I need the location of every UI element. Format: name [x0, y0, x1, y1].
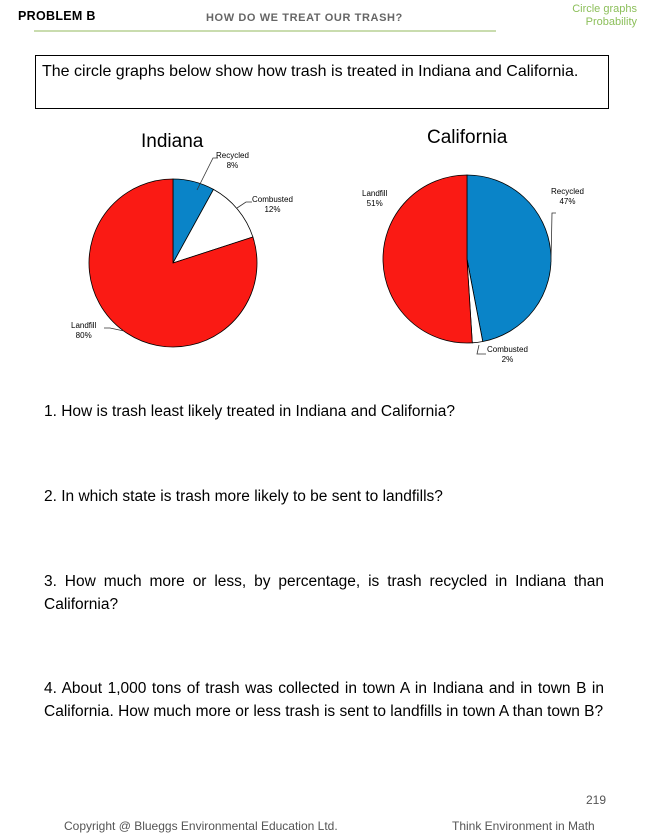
topic-probability: Probability [585, 16, 637, 28]
problem-label: PROBLEM B [18, 9, 96, 23]
question-3: 3. How much more or less, by percentage,… [44, 573, 604, 613]
intro-box: The circle graphs below show how trash i… [35, 55, 609, 109]
chart-title-indiana: Indiana [141, 131, 204, 152]
worksheet-title: HOW DO WE TREAT OUR TRASH? [206, 12, 403, 24]
topic-tags: Circle graphs Probability [572, 3, 637, 29]
question-4: 4. About 1,000 tons of trash was collect… [44, 680, 604, 720]
book-title: Think Environment in Math [452, 819, 595, 833]
leader-california-combusted [476, 344, 486, 355]
leader-california-recycled [550, 212, 556, 263]
leader-indiana-combusted [236, 201, 252, 209]
page-number: 219 [586, 793, 607, 807]
label-california-combusted: Combusted 2% [487, 345, 528, 364]
label-indiana-landfill: Landfill 80% [71, 321, 97, 340]
copyright: Copyright @ Blueggs Environmental Educat… [64, 819, 338, 833]
leader-indiana-landfill [104, 327, 125, 332]
question-2: 2. In which state is trash more likely t… [44, 488, 443, 505]
label-california-landfill: Landfill 51% [362, 189, 388, 208]
pie-slice-california-recycled [466, 174, 552, 342]
topic-circle-graphs: Circle graphs [572, 3, 637, 15]
pie-slice-california-landfill [382, 174, 473, 344]
pie-slice-indiana-combusted [172, 188, 254, 264]
question-1: 1. How is trash least likely treated in … [44, 403, 455, 420]
header-divider [34, 30, 496, 32]
chart-title-california: California [427, 127, 508, 148]
label-indiana-combusted: Combusted 12% [252, 195, 293, 214]
leader-indiana-recycled [196, 157, 218, 191]
label-indiana-recycled: Recycled 8% [216, 151, 249, 170]
label-california-recycled: Recycled 47% [551, 187, 584, 206]
